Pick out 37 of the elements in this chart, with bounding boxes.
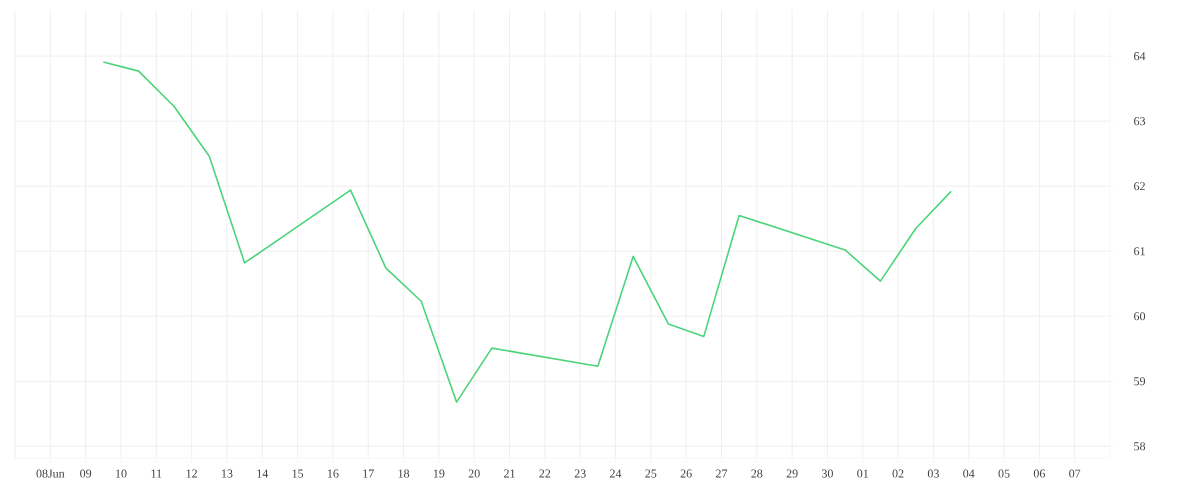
y-tick-label: 63 [1134,117,1146,126]
x-tick-label: 06 [1033,469,1046,478]
x-tick-label: 28 [751,469,763,478]
x-tick-label: 29 [786,469,798,478]
x-tick-label: 05 [998,469,1010,478]
x-tick-label: 30 [822,469,833,478]
y-tick-label: 61 [1134,247,1145,256]
x-tick-label: 02 [892,469,904,478]
x-tick-label: 25 [645,469,657,478]
x-tick-label: 17 [363,469,374,478]
x-tick-label: 22 [539,469,551,478]
x-tick-label: 23 [574,469,586,478]
x-tick-label: 26 [680,469,692,478]
x-tick-label: 27 [716,469,728,478]
x-tick-label: 16 [327,469,339,478]
x-tick-label: 21 [504,469,515,478]
y-tick-label: 59 [1134,377,1146,386]
x-tick-label: 12 [186,469,197,478]
x-tick-label: 18 [398,469,410,478]
x-tick-label: 24 [610,469,622,478]
x-tick-label: 13 [222,469,233,478]
y-tick-label: 60 [1134,312,1146,321]
x-tick-label: 04 [963,469,975,478]
x-tick-label: 14 [257,469,269,478]
x-tick-label: 10 [116,469,127,478]
x-tick-label: 11 [151,469,162,478]
x-tick-label: 20 [468,469,480,478]
x-tick-label: 09 [80,469,92,478]
x-tick-label: 19 [433,469,445,478]
y-tick-label: 64 [1134,52,1146,61]
x-tick-label: 03 [927,469,939,478]
x-tick-label: 07 [1069,469,1081,478]
x-tick-label: 01 [857,469,869,478]
x-tick-label: 15 [292,469,304,478]
y-tick-label: 62 [1134,182,1145,191]
x-tick-label: 08Jun [36,469,65,478]
y-tick-label: 58 [1134,442,1146,451]
